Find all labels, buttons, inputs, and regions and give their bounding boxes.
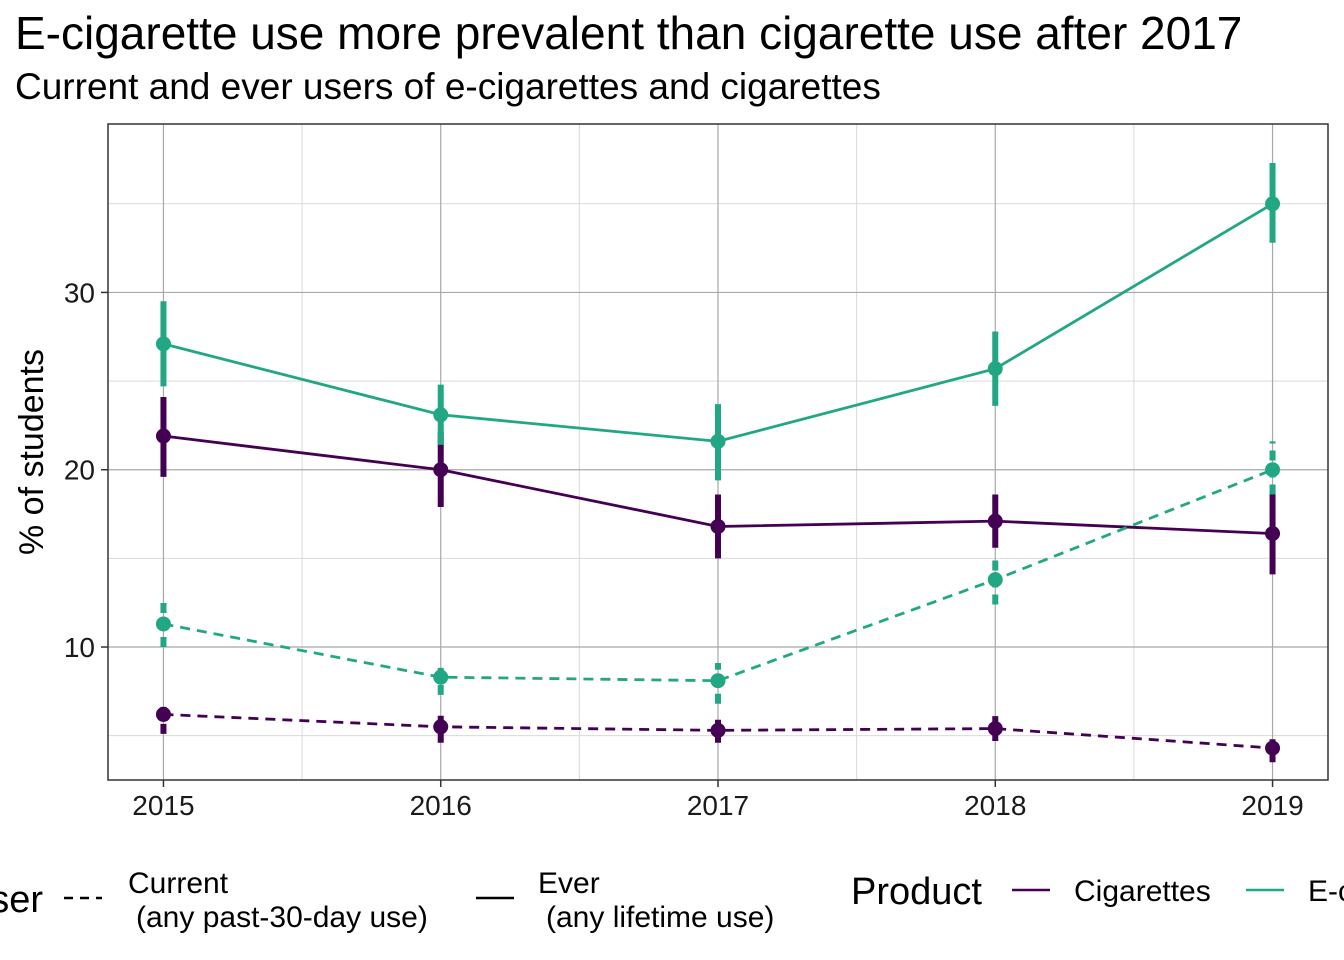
legend-label-e-cigarettes: E-cigarettes <box>1308 875 1344 908</box>
x-tick-label: 2017 <box>687 790 749 821</box>
data-point <box>987 572 1003 588</box>
data-point <box>710 518 726 534</box>
series-layer <box>155 163 1281 763</box>
y-tick-label: 20 <box>64 455 95 486</box>
data-point <box>155 616 171 632</box>
legend-label-ever-line2: (any lifetime use) <box>546 901 774 934</box>
series-e-cigarettes-current <box>155 441 1281 704</box>
x-tick-label: 2018 <box>964 790 1026 821</box>
chart-subtitle: Current and ever users of e-cigarettes a… <box>15 66 881 107</box>
series-cigarettes-current <box>155 700 1281 763</box>
legend-label-current-line1: Current <box>128 867 229 900</box>
legend-product-title: Product <box>851 871 982 913</box>
data-point <box>1265 740 1281 756</box>
legend-label-cigarettes: Cigarettes <box>1074 875 1211 908</box>
data-point <box>433 407 449 423</box>
x-tick-label: 2019 <box>1241 790 1303 821</box>
x-tick-label: 2015 <box>132 790 194 821</box>
data-point <box>987 721 1003 737</box>
data-point <box>1265 526 1281 542</box>
data-point <box>710 673 726 689</box>
series-cigarettes-ever <box>155 397 1281 575</box>
legend-label-current-line2: (any past-30-day use) <box>136 901 428 934</box>
legend-user: User Current (any past-30-day use) Ever … <box>0 867 774 934</box>
legend-user-title: User <box>0 879 43 921</box>
data-point <box>710 433 726 449</box>
legend-label-ever-line1: Ever <box>538 867 600 900</box>
data-point <box>433 669 449 685</box>
y-axis-title: % of students <box>13 349 51 555</box>
data-point <box>710 722 726 738</box>
data-point <box>987 361 1003 377</box>
series-line <box>163 468 1274 683</box>
chart-title: E-cigarette use more prevalent than ciga… <box>15 7 1242 59</box>
data-point <box>155 706 171 722</box>
series-e-cigarettes-ever <box>155 163 1281 481</box>
data-point <box>433 719 449 735</box>
data-point <box>1265 196 1281 212</box>
data-point <box>433 462 449 478</box>
data-point <box>155 336 171 352</box>
y-tick-label: 10 <box>64 632 95 663</box>
series-line <box>163 713 1273 750</box>
data-point <box>1265 462 1281 478</box>
x-tick-label: 2016 <box>410 790 472 821</box>
y-tick-label: 30 <box>64 277 95 308</box>
data-point <box>155 428 171 444</box>
data-point <box>987 513 1003 529</box>
axes: 2015 2016 2017 2018 2019 10 20 30 <box>64 277 1304 821</box>
legend-product: Product Cigarettes E-cigarettes <box>851 871 1344 913</box>
